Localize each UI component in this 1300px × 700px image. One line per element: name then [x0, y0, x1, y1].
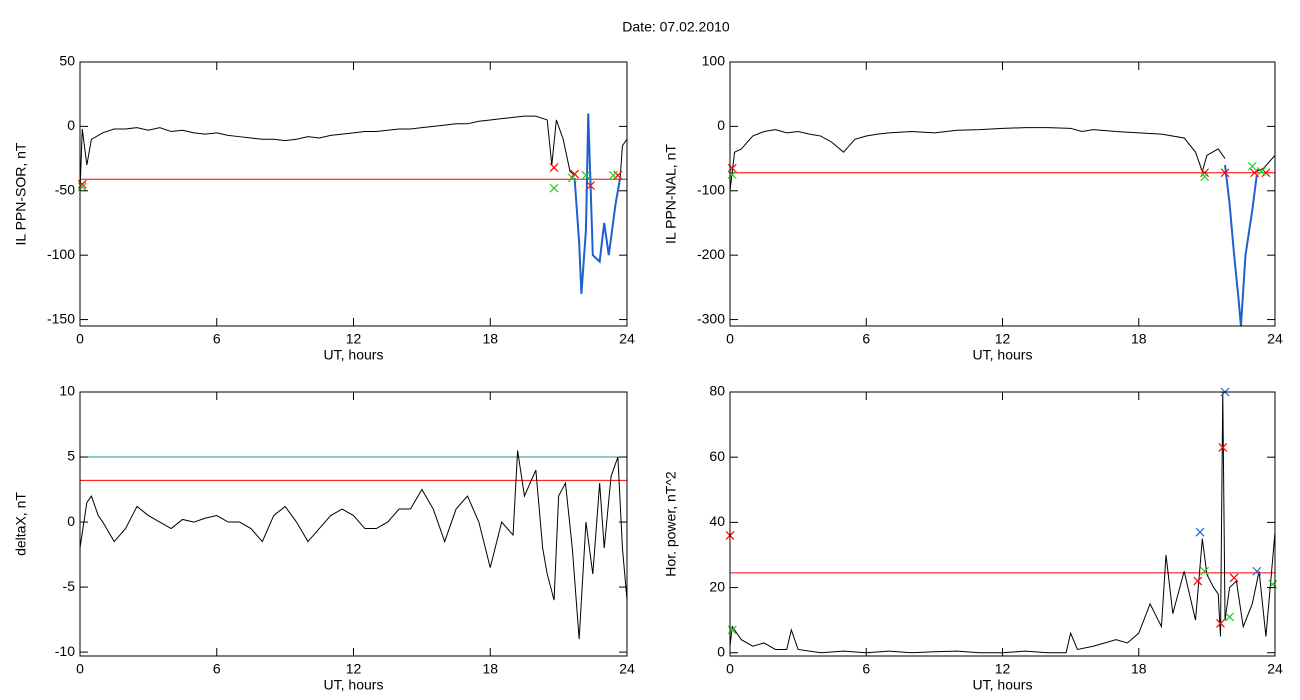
cross-marker — [608, 170, 618, 180]
x-tick-label: 18 — [482, 661, 498, 677]
y-tick-label: 100 — [702, 53, 726, 69]
y-tick-label: 20 — [709, 578, 725, 594]
trace — [573, 113, 622, 294]
x-axis-label: UT, hours — [973, 677, 1033, 693]
cross-marker — [1193, 576, 1203, 586]
x-tick-label: 6 — [862, 331, 870, 347]
x-tick-label: 6 — [213, 331, 221, 347]
cross-marker — [1218, 442, 1228, 452]
cross-marker — [549, 163, 559, 173]
cross-marker — [1225, 612, 1235, 622]
cross-marker — [1229, 573, 1239, 583]
y-tick-label: -10 — [55, 643, 75, 659]
x-axis-label: UT, hours — [324, 677, 384, 693]
x-tick-label: 0 — [76, 661, 84, 677]
x-tick-label: 6 — [862, 661, 870, 677]
y-tick-label: -300 — [697, 310, 725, 326]
cross-marker — [1220, 168, 1230, 178]
x-tick-label: 0 — [76, 331, 84, 347]
y-tick-label: 0 — [67, 117, 75, 133]
x-tick-label: 12 — [995, 331, 1011, 347]
x-axis-label: UT, hours — [973, 347, 1033, 363]
x-tick-label: 0 — [726, 661, 734, 677]
y-tick-label: -50 — [55, 181, 75, 197]
y-axis-label: IL PPN-NAL, nT — [663, 144, 679, 244]
trace — [79, 450, 628, 640]
panel: 0 6 12 18 24 0 20 40 60 80 UT, hours Hor. power, nT… — [663, 383, 1283, 693]
x-tick-label: 0 — [726, 331, 734, 347]
y-tick-label: 60 — [709, 448, 725, 464]
y-tick-label: 50 — [59, 53, 75, 69]
y-tick-label: 0 — [717, 643, 725, 659]
trace — [1224, 164, 1258, 327]
y-tick-label: -100 — [697, 181, 725, 197]
x-tick-label: 24 — [1267, 331, 1283, 347]
x-tick-label: 12 — [346, 661, 362, 677]
y-tick-label: 5 — [67, 448, 75, 464]
cross-marker — [1200, 172, 1210, 182]
cross-marker — [581, 170, 591, 180]
y-tick-label: -150 — [47, 310, 75, 326]
cross-marker — [1216, 618, 1225, 628]
y-axis-label: Hor. power, nT^2 — [663, 471, 679, 577]
cross-marker — [1247, 161, 1257, 171]
x-tick-label: 18 — [1131, 331, 1147, 347]
figure-title: Date: 07.02.2010 — [622, 19, 730, 35]
y-tick-label: -200 — [697, 246, 725, 262]
x-tick-label: 24 — [619, 331, 635, 347]
panel: 0 6 12 18 24 -300 -200 -100 0 100 UT, hours IL PPN-… — [663, 53, 1283, 363]
cross-marker — [1195, 527, 1205, 537]
trace — [1256, 155, 1276, 172]
y-tick-label: 10 — [59, 383, 75, 399]
cross-marker — [1200, 168, 1210, 178]
x-tick-label: 18 — [1131, 661, 1147, 677]
y-axis-label: deltaX, nT — [13, 492, 29, 556]
y-tick-label: 40 — [709, 513, 725, 529]
trace — [729, 391, 1276, 654]
x-axis-label: UT, hours — [324, 347, 384, 363]
trace — [729, 127, 1226, 191]
cross-marker — [1252, 566, 1262, 576]
y-tick-label: 80 — [709, 383, 725, 399]
cross-marker — [1256, 167, 1266, 176]
cross-marker — [586, 181, 595, 191]
x-tick-label: 12 — [995, 661, 1011, 677]
cross-marker — [549, 183, 559, 193]
y-tick-label: -100 — [47, 246, 75, 262]
trace — [619, 138, 628, 178]
panel: 0 6 12 18 24 -150 -100 -50 0 50 UT, hours IL PPN-SO… — [13, 53, 635, 363]
y-tick-label: -5 — [63, 578, 76, 594]
y-axis-label: IL PPN-SOR, nT — [13, 142, 29, 245]
x-tick-label: 12 — [346, 331, 362, 347]
x-tick-label: 24 — [619, 661, 635, 677]
x-tick-label: 18 — [482, 331, 498, 347]
y-tick-label: 0 — [717, 117, 725, 133]
cross-marker — [1200, 566, 1210, 576]
x-tick-label: 6 — [213, 661, 221, 677]
cross-marker — [567, 173, 577, 183]
y-tick-label: 0 — [67, 513, 75, 529]
panel: 0 6 12 18 24 -10 -5 0 5 10 UT, hours deltaX, nT — [13, 383, 635, 693]
cross-marker — [1250, 168, 1259, 178]
x-tick-label: 24 — [1267, 661, 1283, 677]
trace — [79, 115, 575, 191]
